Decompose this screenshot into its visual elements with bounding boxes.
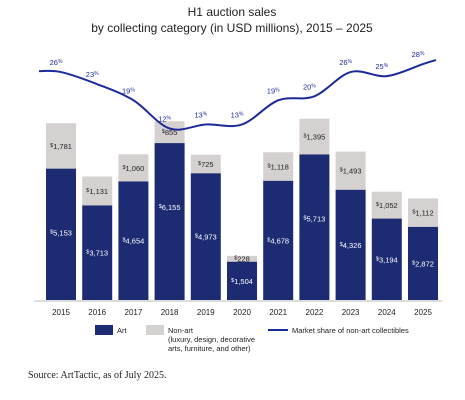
data-label-art-2023: $4,326 — [340, 241, 362, 250]
data-label-nonart-2025: $1,112 — [412, 209, 433, 218]
legend-label-art: Art — [117, 326, 128, 335]
data-label-nonart-2020: $228 — [234, 255, 250, 264]
share-label-2015: 26% — [50, 58, 63, 67]
data-label-art-2024: $3,194 — [376, 255, 398, 264]
bar-nonart-2016 — [82, 176, 113, 206]
data-label-art-2025: $2,872 — [412, 259, 434, 268]
x-tick-2020: 2020 — [233, 308, 251, 317]
bar-nonart-2022 — [299, 118, 330, 155]
x-tick-2015: 2015 — [52, 308, 70, 317]
bar-art-2018 — [154, 143, 185, 300]
share-label-2025: 28% — [412, 50, 425, 59]
data-label-nonart-2023: $1,493 — [340, 167, 362, 176]
x-tick-2018: 2018 — [161, 308, 179, 317]
data-label-nonart-2019: $725 — [198, 160, 214, 169]
chart-title: H1 auction sales — [188, 5, 277, 19]
share-label-2018: 12% — [158, 115, 171, 124]
bar-nonart-2015 — [46, 123, 76, 169]
bar-art-2020 — [227, 261, 257, 300]
bar-nonart-2021 — [263, 152, 294, 181]
bar-art-2016 — [82, 205, 113, 300]
bar-art-2015 — [46, 168, 76, 300]
legend-swatch-art — [95, 325, 113, 335]
share-label-2024: 25% — [375, 62, 388, 71]
x-tick-2017: 2017 — [125, 308, 143, 317]
bar-nonart-2018 — [154, 121, 185, 144]
data-label-art-2015: $5,153 — [50, 229, 72, 238]
share-label-2020: 13% — [231, 110, 244, 119]
x-tick-labels: 2015 2016 2017 2018 2019 2020 2021 2022 2023 2024… — [52, 308, 432, 317]
data-label-nonart-2015: $1,781 — [50, 142, 72, 151]
bar-art-2023 — [335, 189, 366, 300]
legend-label-share: Market share of non-art collectibles — [292, 326, 409, 335]
bar-art-2017 — [118, 181, 149, 300]
data-label-art-2022: $5,713 — [303, 214, 325, 223]
share-label-2021: 19% — [267, 86, 280, 95]
chart-subtitle: by collecting category (in USD millions)… — [91, 21, 373, 35]
bar-nonart-2024 — [371, 191, 402, 219]
bar-art-2019 — [190, 173, 221, 300]
bar-nonart-2025 — [408, 198, 438, 227]
data-label-art-2020: $1,504 — [231, 277, 253, 286]
share-line-group: 26% 23% 19% 12% 13% 13% 19% 20% 26% 25% 28% — [38, 50, 437, 131]
x-tick-2025: 2025 — [414, 308, 432, 317]
x-tick-2016: 2016 — [88, 308, 106, 317]
bar-nonart-2019 — [190, 154, 221, 174]
x-tick-2024: 2024 — [378, 308, 396, 317]
data-label-nonart-2016: $1,131 — [86, 187, 108, 196]
data-label-nonart-2022: $1,395 — [303, 133, 325, 142]
share-label-2022: 20% — [303, 82, 316, 91]
legend-label-nonart: Non-art (luxury, design, decorative arts, … — [168, 326, 255, 353]
x-tick-2023: 2023 — [342, 308, 360, 317]
share-line — [38, 59, 437, 131]
x-tick-2021: 2021 — [269, 308, 287, 317]
data-label-art-2016: $3,713 — [86, 249, 108, 258]
data-label-nonart-2017: $1,060 — [122, 164, 144, 173]
share-label-2017: 19% — [122, 86, 135, 95]
source-note: Source: ArtTactic, as of July 2025. — [28, 370, 167, 381]
bar-nonart-2017 — [118, 154, 149, 182]
share-label-2023: 26% — [339, 58, 352, 67]
bar-nonart-2020 — [227, 255, 257, 262]
data-label-nonart-2021: $1,118 — [268, 162, 289, 171]
bar-art-2025 — [408, 226, 438, 300]
bar-nonart-2023 — [335, 151, 366, 190]
data-label-nonart-2024: $1,052 — [376, 201, 398, 210]
data-label-art-2017: $4,654 — [122, 237, 144, 246]
data-label-art-2018: $6,155 — [159, 203, 181, 212]
bar-art-2022 — [299, 154, 330, 300]
legend-swatch-nonart — [146, 325, 164, 335]
bar-art-2024 — [371, 218, 402, 300]
data-label-art-2019: $4,973 — [195, 233, 217, 242]
bars-group: $5,153 $1,781 $3,713 $1,131 $4,654 $1,060 $6,1… — [46, 118, 438, 300]
data-label-nonart-2018: $855 — [162, 128, 178, 137]
bar-art-2021 — [263, 180, 294, 300]
x-tick-2019: 2019 — [197, 308, 215, 317]
legend: Art Non-art (luxury, design, decorative art… — [95, 325, 409, 353]
share-label-2016: 23% — [86, 70, 99, 79]
data-label-art-2021: $4,678 — [267, 236, 289, 245]
share-label-2019: 13% — [194, 110, 207, 119]
x-tick-2022: 2022 — [306, 308, 324, 317]
